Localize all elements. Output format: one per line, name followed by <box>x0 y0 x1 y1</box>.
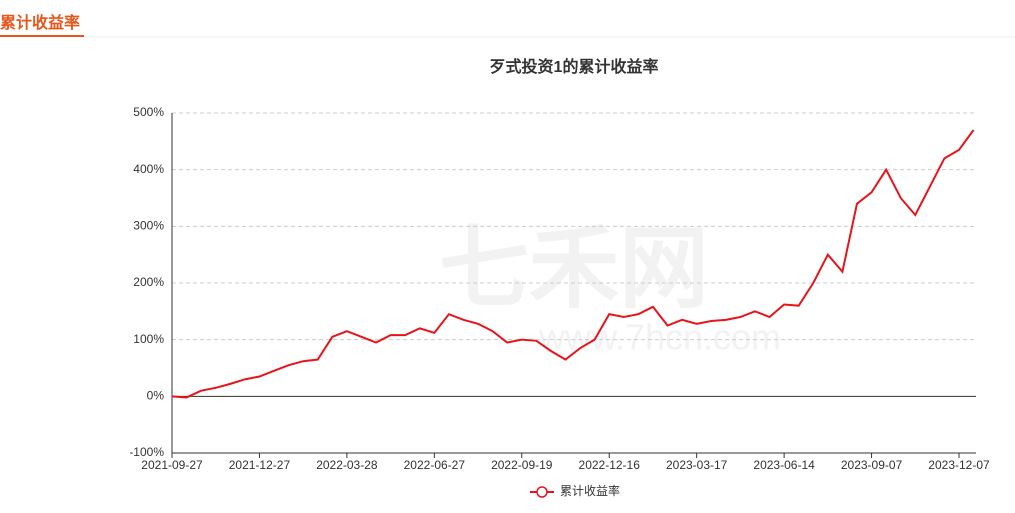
x-tick-label: 2021-09-27 <box>141 458 203 472</box>
watermark-url: www.7hcn.com <box>538 317 781 358</box>
x-tick-label: 2021-12-27 <box>229 458 291 472</box>
y-tick-label: 200% <box>133 275 164 289</box>
x-tick-label: 2022-06-27 <box>404 458 466 472</box>
y-tick-label: 400% <box>133 162 164 176</box>
x-tick-label: 2022-09-19 <box>491 458 553 472</box>
x-tick-label: 2023-09-07 <box>841 458 903 472</box>
y-tick-label: 100% <box>133 332 164 346</box>
y-tick-label: 0% <box>147 389 165 403</box>
legend-marker <box>536 486 548 498</box>
y-tick-label: 300% <box>133 219 164 233</box>
x-tick-label: 2022-12-16 <box>579 458 641 472</box>
chart-title: 歹式投资1的累计收益率 <box>490 57 659 76</box>
y-tick-label: 500% <box>133 105 164 119</box>
header-title: 累计收益率 <box>0 13 80 32</box>
x-tick-label: 2023-06-14 <box>753 458 815 472</box>
x-tick-label: 2023-12-07 <box>928 458 990 472</box>
legend-label: 累计收益率 <box>560 483 620 498</box>
x-tick-label: 2022-03-28 <box>316 458 378 472</box>
y-tick-label: -100% <box>129 445 164 459</box>
x-tick-label: 2023-03-17 <box>666 458 728 472</box>
watermark: 七禾网 <box>439 219 709 319</box>
series-line <box>171 129 975 399</box>
